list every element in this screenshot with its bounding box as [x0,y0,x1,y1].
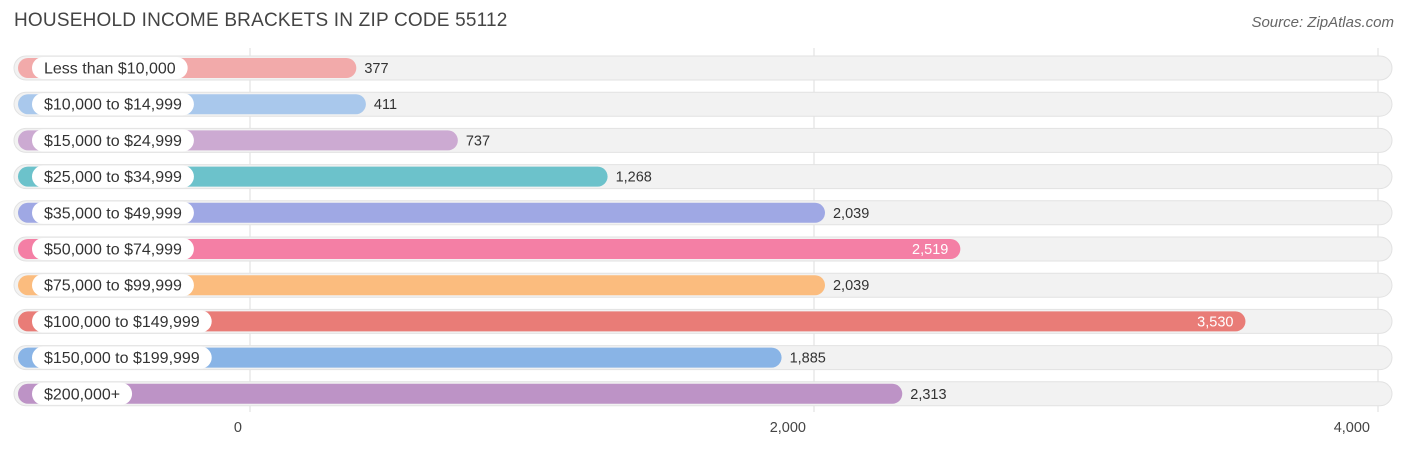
category-label: $35,000 to $49,999 [44,205,182,222]
category-label-pill [32,310,212,333]
category-label-pill [32,93,194,116]
category-label: $75,000 to $99,999 [44,278,182,295]
bar [18,275,825,296]
bar-row: $150,000 to $199,999 1,885 [13,345,1393,371]
value-label: 377 [364,61,388,77]
category-label-pill [32,129,194,152]
x-tick-label: 2,000 [770,420,806,436]
category-label: $200,000+ [44,386,120,403]
category-label-pill [32,165,194,188]
category-label: $150,000 to $199,999 [44,350,200,367]
category-label: $10,000 to $14,999 [44,97,182,114]
value-label: 2,039 [833,278,869,294]
value-label: 2,519 [912,242,948,258]
bar-row: $75,000 to $99,999 2,039 [13,272,1393,298]
category-label-pill [32,274,194,297]
value-label: 2,039 [833,206,869,222]
category-label-pill [32,201,194,224]
category-label-pill [32,57,188,79]
bar [18,239,961,259]
bar-track [13,55,1393,81]
category-label: $50,000 to $74,999 [44,242,182,259]
value-label: 1,885 [790,351,826,367]
category-label-pill [32,382,133,405]
category-label-pill [32,346,212,369]
bar-rows: Less than $10,000 377 $10,000 to $14,999 41… [13,55,1393,407]
bar [18,202,825,223]
value-label: 411 [374,97,397,113]
bar-row: Less than $10,000 377 [13,55,1393,81]
category-label-pill [32,238,194,260]
category-label: $100,000 to $149,999 [44,314,200,331]
bar-row: $50,000 to $74,999 2,519 [13,236,1393,262]
x-axis-ticks: 0 2,000 4,000 [234,420,1370,436]
bar [18,311,1246,332]
category-label: $25,000 to $34,999 [44,169,182,186]
chart-source: Source: ZipAtlas.com [1251,14,1394,31]
value-label: 1,268 [616,170,652,186]
value-label: 2,313 [910,387,946,403]
bar [18,383,903,404]
value-label: 737 [466,133,490,149]
x-tick-label: 4,000 [1334,420,1370,436]
bar-row: $35,000 to $49,999 2,039 [13,200,1393,226]
value-label: 3,530 [1197,314,1233,330]
chart-title: HOUSEHOLD INCOME BRACKETS IN ZIP CODE 55… [14,10,508,31]
bar-row: $15,000 to $24,999 737 [13,127,1393,153]
bar-row: $100,000 to $149,999 3,530 [13,308,1393,334]
bar-row: $25,000 to $34,999 1,268 [13,164,1393,190]
category-label: Less than $10,000 [44,61,176,78]
bar-row: $10,000 to $14,999 411 [13,91,1393,117]
category-label: $15,000 to $24,999 [44,133,182,150]
bar-row: $200,000+ 2,313 [13,381,1393,407]
x-tick-label: 0 [234,420,242,436]
